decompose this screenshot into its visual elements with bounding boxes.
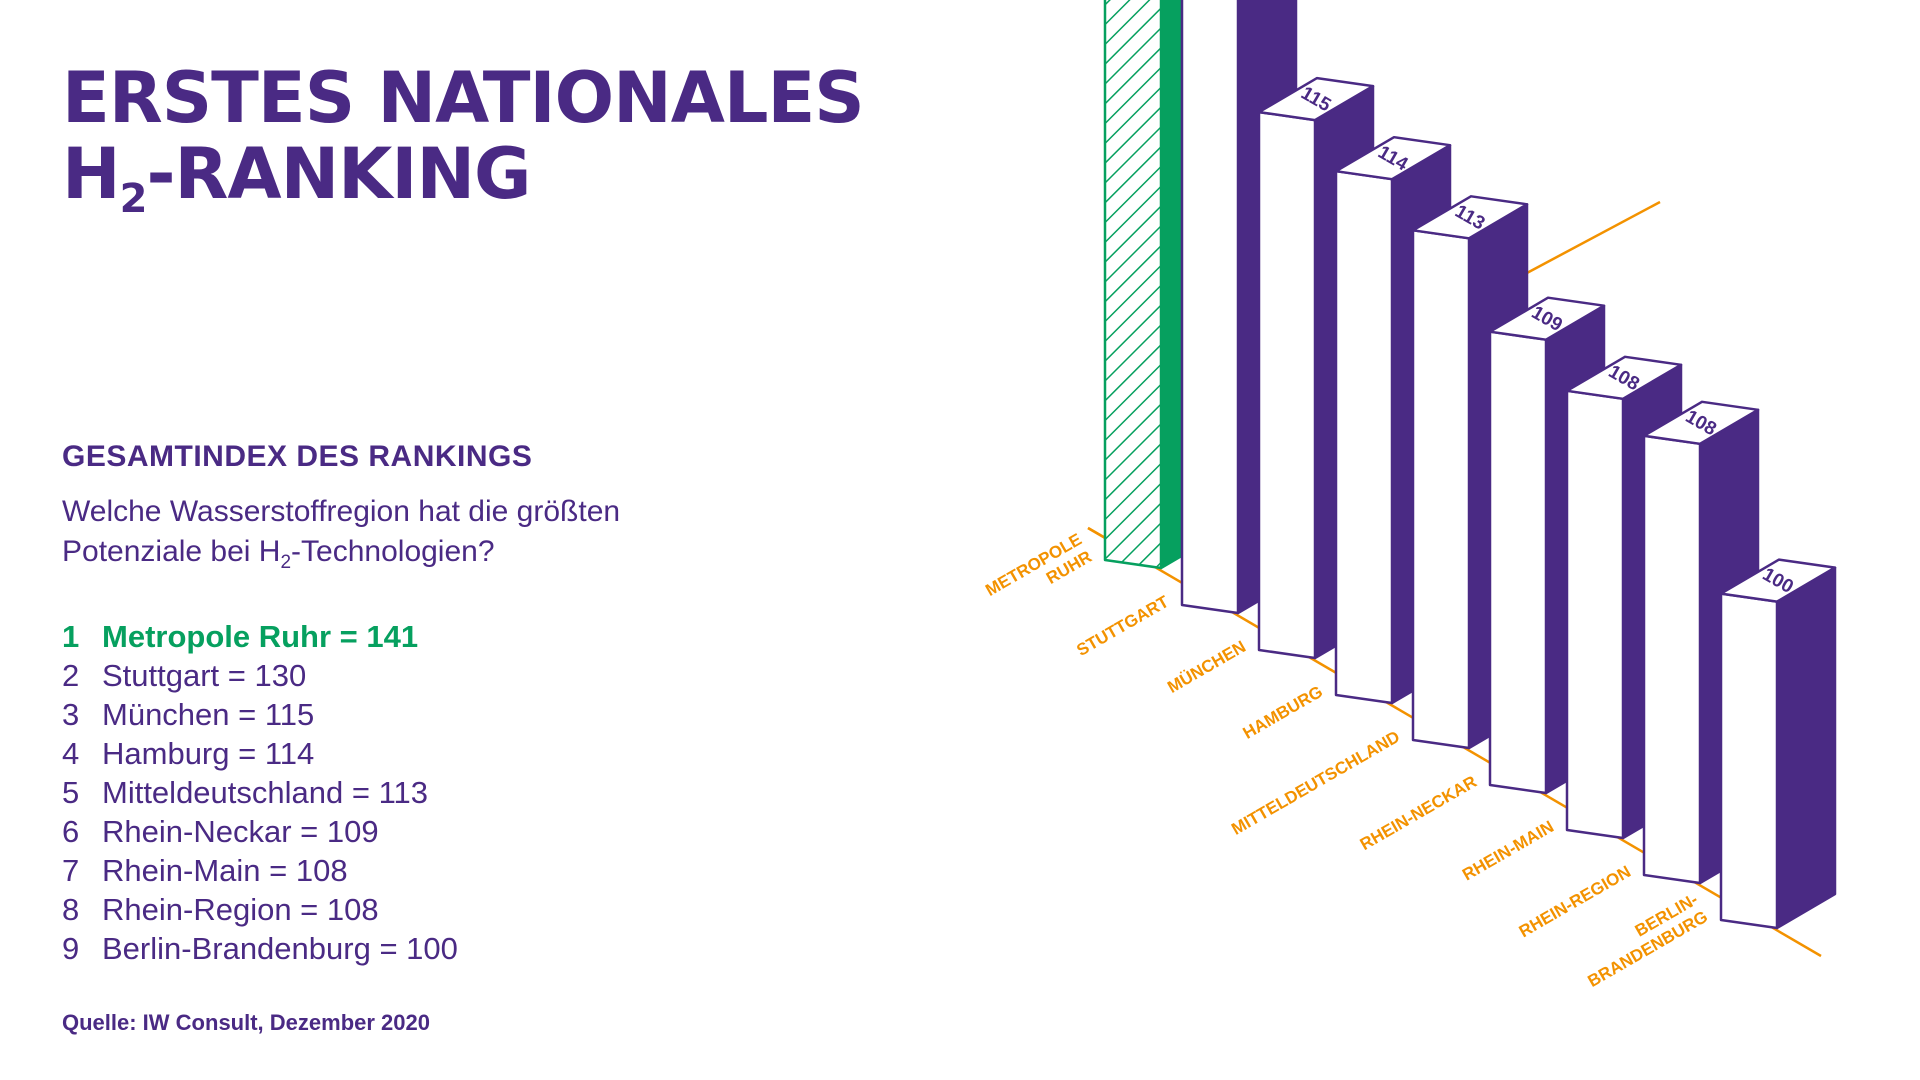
ranking-item: 1 Metropole Ruhr = 141 (62, 617, 882, 656)
ranking-item: 5 Mitteldeutschland = 113 (62, 773, 882, 812)
bar-front-face (1180, 0, 1240, 615)
category-label: MÜNCHEN (1164, 637, 1249, 697)
bar-front-face (1334, 169, 1394, 705)
bar-front-face (1103, 0, 1163, 570)
bar-top-face (1719, 558, 1837, 603)
ranking-item: 2 Stuttgart = 130 (62, 656, 882, 695)
bar-front-face (1642, 434, 1702, 885)
category-label: RHEIN-REGION (1516, 862, 1634, 941)
ranking-number: 8 (62, 892, 80, 927)
ranking-text: Hamburg = 114 (102, 736, 315, 771)
bar (1719, 558, 1837, 930)
section-question: Welche Wasserstoffregion hat die größten… (62, 495, 621, 573)
ranking-number: 9 (62, 931, 80, 966)
ranking-number: 7 (62, 853, 80, 888)
category-label: STUTTGART (1073, 592, 1172, 660)
ranking-item: 8 Rhein-Region = 108 (62, 890, 882, 929)
category-label-line: MITTELDEUTSCHLAND (1228, 727, 1403, 839)
ranking-number: 2 (62, 658, 80, 693)
source-note: Quelle: IW Consult, Dezember 2020 (62, 1010, 430, 1035)
ranking-text: Rhein-Neckar = 109 (102, 814, 379, 849)
category-label-line: MÜNCHEN (1164, 637, 1249, 697)
ranking-text: Metropole Ruhr = 141 (102, 619, 419, 654)
title-line-2: H2-RANKING (62, 133, 531, 222)
category-label: RHEIN-NECKAR (1357, 772, 1480, 854)
page-title: ERSTES NATIONALES H2-RANKING (62, 57, 865, 223)
bar-top-face (1411, 195, 1529, 240)
ranking-text: Rhein-Main = 108 (102, 853, 348, 888)
title-line-1: ERSTES NATIONALES (62, 57, 865, 139)
section-heading: GESAMTINDEX DES RANKINGS (62, 440, 533, 473)
ranking-number: 1 (62, 619, 80, 654)
category-label-line: RHEIN-REGION (1516, 862, 1634, 941)
ranking-text: Berlin-Brandenburg = 100 (102, 931, 458, 966)
bar-top-face (1642, 400, 1760, 446)
ranking-number: 6 (62, 814, 80, 849)
category-label-line: RHEIN-NECKAR (1357, 772, 1480, 854)
category-label: BERLIN-BRANDENBURG (1575, 890, 1711, 991)
ranking-text: Mitteldeutschland = 113 (102, 775, 428, 810)
ranking-text: Stuttgart = 130 (102, 658, 307, 693)
bar-front-face (1719, 592, 1779, 930)
bar-front-face (1257, 110, 1317, 660)
bar-top-face (1488, 296, 1606, 341)
category-label: MITTELDEUTSCHLAND (1228, 727, 1403, 839)
ranking-section: GESAMTINDEX DES RANKINGS Welche Wasserst… (62, 440, 882, 968)
ranking-number: 5 (62, 775, 80, 810)
ranking-text: München = 115 (102, 697, 315, 732)
ranking-text: Rhein-Region = 108 (102, 892, 379, 927)
bar-front-face (1411, 229, 1471, 750)
bar-top-face (1334, 135, 1452, 181)
ranking-item: 7 Rhein-Main = 108 (62, 851, 882, 890)
ranking-item: 3 München = 115 (62, 695, 882, 734)
category-label: METROPOLERUHR (982, 530, 1095, 618)
bar-top-face (1257, 76, 1375, 122)
category-label-line: RHEIN-MAIN (1459, 817, 1557, 884)
category-label: HAMBURG (1240, 682, 1326, 743)
ranking-number: 3 (62, 697, 80, 732)
ranking-item: 6 Rhein-Neckar = 109 (62, 812, 882, 851)
ranking-list: 1 Metropole Ruhr = 141 2 Stuttgart = 130 3 Mü… (62, 617, 882, 968)
bar-front-face (1565, 389, 1625, 840)
bar-top-face (1565, 355, 1683, 401)
category-label: RHEIN-MAIN (1459, 817, 1557, 884)
category-label-line: HAMBURG (1240, 682, 1326, 743)
ranking-number: 4 (62, 736, 80, 771)
ranking-item: 9 Berlin-Brandenburg = 100 (62, 929, 882, 968)
bar-side-face (1775, 566, 1837, 930)
category-label-line: STUTTGART (1073, 592, 1172, 660)
ranking-item: 4 Hamburg = 114 (62, 734, 882, 773)
bar-front-face (1488, 330, 1548, 795)
